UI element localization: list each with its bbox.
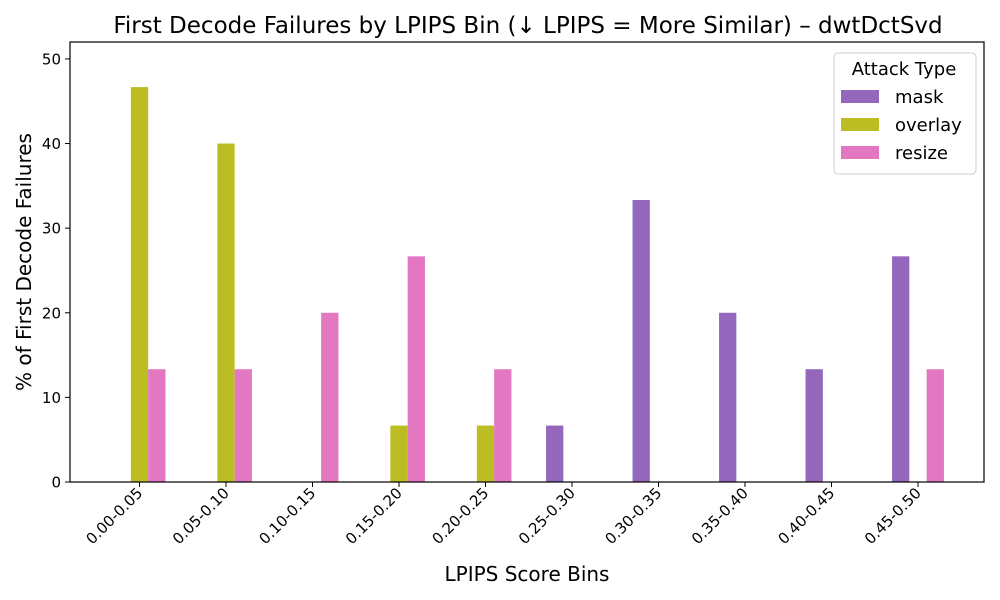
y-axis: 0 10 20 30 40 50 (42, 50, 70, 492)
legend-label-overlay: overlay (895, 115, 962, 136)
bar-mask-0.45-0.50 (892, 256, 910, 482)
chart-title: First Decode Failures by LPIPS Bin (↓ LP… (113, 13, 942, 39)
bar-resize-0.05-0.10 (234, 369, 252, 482)
bar-resize-0.45-0.50 (926, 369, 944, 482)
bar-overlay-0.05-0.10 (217, 143, 235, 483)
bar-resize-0.20-0.25 (494, 369, 512, 482)
legend-label-mask: mask (895, 87, 944, 108)
x-axis-title: LPIPS Score Bins (445, 562, 610, 586)
y-tick-label: 50 (42, 50, 61, 68)
bar-resize-0.10-0.15 (321, 312, 339, 482)
bar-mask-0.25-0.30 (546, 425, 564, 482)
y-tick-label: 10 (42, 389, 61, 407)
bar-mask-0.35-0.40 (719, 312, 737, 482)
plot-frame (69, 41, 985, 483)
legend-swatch-resize (841, 146, 879, 159)
bar-mask-0.30-0.35 (632, 199, 650, 483)
legend-title: Attack Type (852, 59, 957, 80)
bar-overlay-0.20-0.25 (476, 425, 495, 482)
y-tick-label: 0 (51, 474, 61, 492)
bar-resize-0.00-0.05 (148, 369, 166, 482)
legend-swatch-mask (841, 90, 879, 103)
bar-overlay-0.15-0.20 (390, 425, 408, 482)
y-tick-label: 20 (42, 304, 61, 322)
y-tick-label: 40 (42, 135, 61, 153)
bar-resize-0.15-0.20 (407, 256, 425, 482)
legend-box (833, 52, 977, 175)
y-axis-title: % of First Decode Failures (12, 133, 36, 391)
bar-overlay-0.00-0.05 (130, 87, 149, 482)
y-tick-label: 30 (42, 220, 61, 238)
bar-mask-0.40-0.45 (805, 369, 823, 482)
bars-group (130, 87, 944, 483)
legend-swatch-overlay (841, 118, 879, 131)
legend-label-resize: resize (895, 143, 948, 164)
legend: Attack Type mask overlay resize (833, 52, 977, 175)
legend-items: mask overlay resize (841, 87, 962, 164)
